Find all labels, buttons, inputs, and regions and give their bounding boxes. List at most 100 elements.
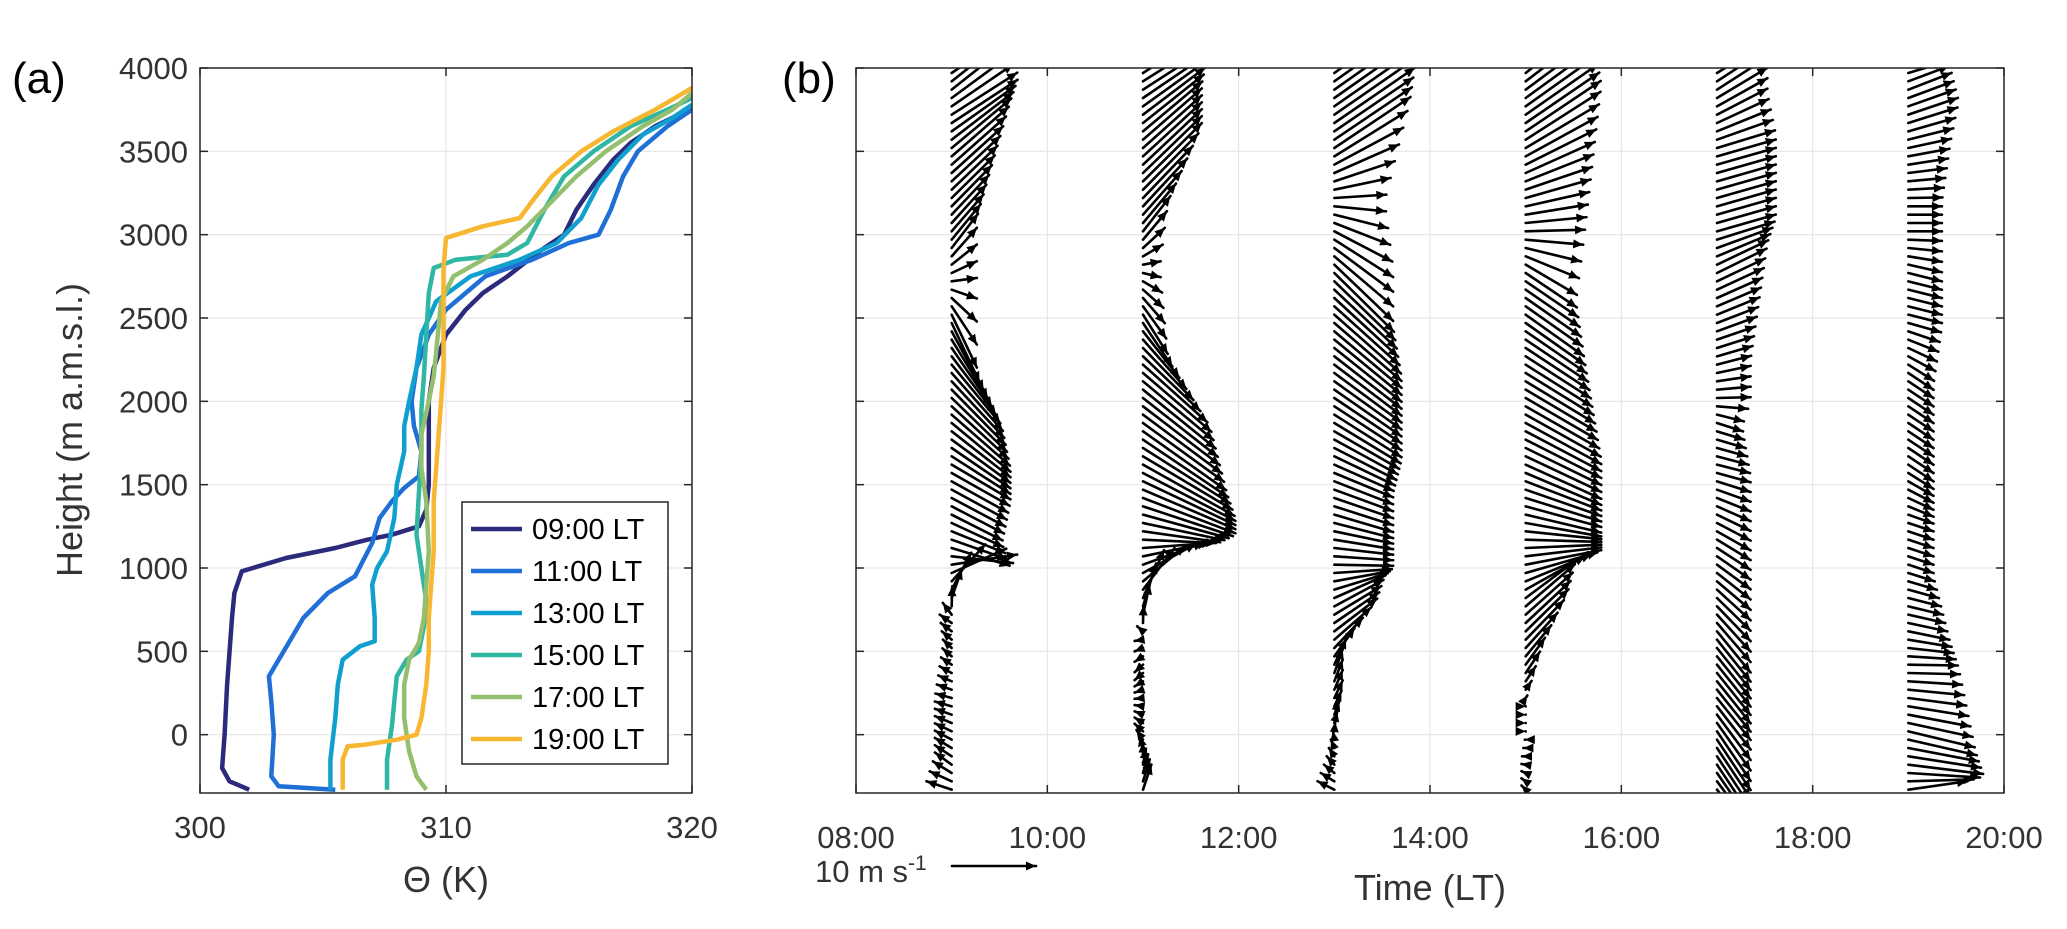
wind-vector xyxy=(1907,218,1944,228)
wind-vector xyxy=(950,154,997,200)
wind-vector xyxy=(950,496,1007,528)
panel-b-xtick-label: 18:00 xyxy=(1774,820,1852,855)
wind-vector xyxy=(950,202,983,241)
wind-vector xyxy=(1907,654,1958,664)
wind-vector xyxy=(950,455,1012,496)
wind-vector xyxy=(1524,305,1584,348)
wind-vector xyxy=(1907,183,1946,193)
wind-vector xyxy=(1907,480,1935,498)
wind-vector xyxy=(1524,68,1570,100)
wind-vector xyxy=(950,413,1012,467)
wind-vector xyxy=(1333,109,1409,158)
wind-vector xyxy=(1524,201,1590,216)
wind-vector xyxy=(1141,388,1217,450)
wind-vector xyxy=(1907,621,1949,634)
wind-vector xyxy=(1524,68,1535,75)
wind-vector xyxy=(1715,746,1750,793)
wind-vector xyxy=(1715,763,1738,793)
wind-vector xyxy=(1907,596,1943,609)
wind-vector xyxy=(1907,126,1955,141)
wind-vector xyxy=(1524,579,1572,625)
wind-vector xyxy=(1715,771,1733,793)
wind-vector xyxy=(1141,270,1162,280)
wind-vector xyxy=(1524,664,1538,683)
wind-vector xyxy=(950,296,979,323)
wind-vector xyxy=(1524,165,1594,191)
wind-vector xyxy=(1520,751,1533,761)
wind-vector xyxy=(1333,68,1380,100)
wind-vector xyxy=(1907,255,1944,265)
wind-vector xyxy=(1524,396,1600,442)
wind-vector xyxy=(1907,413,1935,433)
wind-vector xyxy=(1715,239,1770,266)
wind-vector xyxy=(1141,380,1215,442)
wind-vector xyxy=(1907,88,1958,108)
wind-vector xyxy=(1524,68,1558,91)
wind-vector xyxy=(1907,226,1944,236)
wind-vector xyxy=(1135,624,1148,637)
wind-vector xyxy=(1141,157,1189,208)
panel-a-legend: 09:00 LT 11:00 LT 13:00 LT 15:00 LT 17:00 LT… xyxy=(461,501,669,765)
wind-vector xyxy=(936,674,953,684)
wind-vector xyxy=(1715,663,1752,708)
wind-scale-label-sup: -1 xyxy=(908,852,927,875)
wind-vector xyxy=(1715,334,1756,350)
wind-vector xyxy=(1524,313,1586,358)
wind-vector xyxy=(1141,463,1236,518)
wind-vector xyxy=(1333,371,1403,424)
wind-vector xyxy=(1333,555,1395,565)
wind-vector xyxy=(1141,194,1172,233)
wind-vector xyxy=(1333,561,1395,571)
wind-vector xyxy=(1907,193,1944,203)
wind-vector xyxy=(1133,702,1146,712)
wind-vector xyxy=(1333,68,1416,125)
wind-vector xyxy=(1715,580,1752,612)
panel-a-xtick-label: 320 xyxy=(666,810,718,845)
wind-vector xyxy=(1333,143,1401,175)
wind-vector xyxy=(1715,128,1777,150)
wind-vector xyxy=(1133,670,1146,682)
wind-vector xyxy=(1141,455,1234,511)
wind-vector xyxy=(933,714,953,725)
wind-vector xyxy=(950,144,999,191)
wind-vector xyxy=(1715,446,1749,459)
wind-vector xyxy=(1715,588,1752,622)
panel-a-ytick-label: 2500 xyxy=(119,301,188,336)
wind-vector xyxy=(1907,446,1935,467)
wind-vector xyxy=(1715,505,1752,523)
panel-a-ytick-label: 3500 xyxy=(119,134,188,169)
wind-vector xyxy=(1524,288,1582,329)
wind-vector xyxy=(1333,496,1395,520)
wind-vector xyxy=(1715,108,1773,133)
wind-vector xyxy=(1333,396,1403,445)
wind-vector xyxy=(1907,755,1983,771)
wind-vector xyxy=(1141,121,1204,183)
wind-vector xyxy=(1333,446,1398,482)
wind-vector xyxy=(1715,596,1752,633)
wind-vector xyxy=(1524,246,1583,264)
wind-scale-reference: 10 m s-1 xyxy=(815,852,1038,889)
wind-vector xyxy=(1715,646,1752,692)
wind-vector xyxy=(1715,392,1752,402)
wind-vector xyxy=(1520,769,1533,780)
wind-vector xyxy=(950,259,979,275)
wind-vector xyxy=(1715,521,1752,542)
wind-vector xyxy=(1141,100,1204,158)
wind-vector xyxy=(1333,280,1397,342)
wind-vector xyxy=(1907,79,1955,100)
wind-vector xyxy=(1715,413,1746,424)
wind-vector xyxy=(933,729,953,741)
wind-vector xyxy=(1141,446,1232,505)
wind-vector xyxy=(1141,338,1188,391)
wind-vector xyxy=(1141,87,1204,141)
panel-a-xtick-label: 310 xyxy=(420,810,472,845)
wind-vector xyxy=(1524,405,1601,450)
wind-vector xyxy=(1907,346,1939,363)
wind-vector xyxy=(1524,388,1598,433)
wind-vector xyxy=(941,601,953,616)
wind-vector xyxy=(1524,413,1603,458)
wind-vector xyxy=(933,751,953,766)
wind-vector xyxy=(1141,80,1204,133)
wind-vector xyxy=(1141,330,1181,380)
